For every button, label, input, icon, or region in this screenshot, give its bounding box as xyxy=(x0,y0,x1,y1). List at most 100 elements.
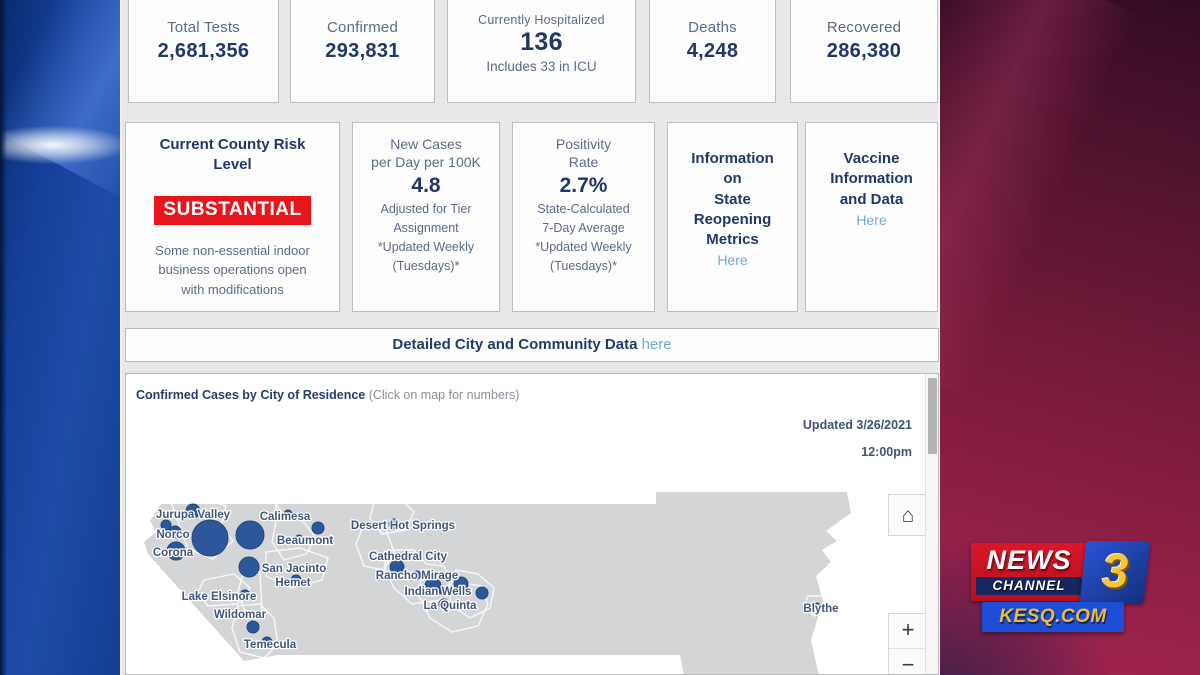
city-label: Norco xyxy=(156,529,189,541)
city-label: San Jacinto xyxy=(262,563,327,575)
kesq-station-logo: NEWS CHANNEL 3 KESQ.COM xyxy=(965,535,1165,640)
map-zoom-controls: + − xyxy=(888,613,928,675)
card-vaccine-info: Vaccine Information and Data Here xyxy=(805,122,938,312)
logo-channel-text: CHANNEL xyxy=(976,577,1082,595)
channel-number: 3 xyxy=(1102,544,1129,597)
city-label: Lake Elsinore xyxy=(182,591,257,603)
city-label: Beaumont xyxy=(277,535,333,547)
station-website: KESQ.COM xyxy=(982,602,1124,632)
stat-label: Deaths xyxy=(688,19,737,36)
map-title: Confirmed Cases by City of Residence xyxy=(136,388,366,402)
case-bubble[interactable] xyxy=(290,574,302,586)
case-bubble[interactable] xyxy=(812,602,822,612)
reopening-metrics-link[interactable]: Here xyxy=(717,252,748,269)
city-label: Blythe xyxy=(803,603,838,615)
case-bubble[interactable] xyxy=(283,509,293,519)
case-bubbles[interactable] xyxy=(160,503,822,648)
stat-label: Total Tests xyxy=(167,19,240,36)
case-bubble[interactable] xyxy=(160,519,172,531)
city-label: Jurupa Valley xyxy=(156,509,231,521)
county-map[interactable]: Jurupa Valley Norco Corona Calimesa Beaumont… xyxy=(126,374,939,675)
city-label: Indian Wells xyxy=(405,586,472,598)
case-bubble[interactable] xyxy=(191,519,229,557)
stat-card-confirmed: Confirmed 293,831 xyxy=(290,0,435,103)
stat-value: 286,380 xyxy=(826,40,902,62)
city-labels: Jurupa Valley Norco Corona Calimesa Beaumont… xyxy=(152,508,840,653)
case-bubble[interactable] xyxy=(389,559,405,575)
stat-value: 136 xyxy=(520,28,563,56)
channel-number-box: 3 xyxy=(1079,541,1151,603)
card-title: Information on State Reopening Metrics xyxy=(691,150,774,248)
risk-level-badge: SUBSTANTIAL xyxy=(154,195,311,225)
case-bubble[interactable] xyxy=(438,598,450,610)
city-label: Rancho Mirage xyxy=(376,570,458,582)
city-label: Desert Hot Springs xyxy=(351,520,455,532)
zoom-in-button[interactable]: + xyxy=(889,614,927,649)
city-label: Calimesa xyxy=(260,511,311,523)
card-reopening-metrics: Information on State Reopening Metrics H… xyxy=(667,122,798,312)
case-bubble[interactable] xyxy=(311,521,325,535)
map-panel: Jurupa Valley Norco Corona Calimesa Beaumont… xyxy=(125,373,939,675)
vaccine-info-link[interactable]: Here xyxy=(856,211,887,228)
new-cases-value: 4.8 xyxy=(411,174,441,198)
map-header: Confirmed Cases by City of Residence (Cl… xyxy=(136,388,519,402)
card-positivity-rate: Positivity Rate 2.7% State-Calculated 7-… xyxy=(512,122,655,312)
card-note: Adjusted for Tier Assignment *Updated We… xyxy=(377,202,475,273)
background-sheen xyxy=(940,0,1138,399)
card-new-cases: New Cases per Day per 100K 4.8 Adjusted … xyxy=(352,122,500,312)
county-silhouette xyxy=(144,492,851,674)
background-light-streak xyxy=(0,126,120,164)
case-bubble[interactable] xyxy=(239,589,251,601)
news-channel-box: NEWS CHANNEL xyxy=(971,543,1087,601)
stat-card-hospitalized: Currently Hospitalized 136 Includes 33 i… xyxy=(447,0,636,103)
case-bubble[interactable] xyxy=(168,525,182,539)
stat-label: Confirmed xyxy=(327,19,398,36)
risk-description: Some non-essential indoor business opera… xyxy=(155,242,310,297)
case-bubble[interactable] xyxy=(185,503,201,519)
case-bubble[interactable] xyxy=(475,586,489,600)
map-subtitle: (Click on map for numbers) xyxy=(365,388,520,402)
city-label: Corona xyxy=(153,547,194,559)
case-bubble[interactable] xyxy=(437,585,447,595)
city-label: Cathedral City xyxy=(369,551,448,563)
case-bubble[interactable] xyxy=(235,520,265,550)
stat-label: Currently Hospitalized xyxy=(478,13,605,27)
studio-background-left xyxy=(0,0,120,675)
background-sheen xyxy=(0,0,120,203)
map-updated-timestamp: Updated 3/26/2021 12:00pm xyxy=(803,412,912,466)
stat-subtext: Includes 33 in ICU xyxy=(486,59,597,74)
positivity-value: 2.7% xyxy=(559,174,608,198)
covid-dashboard: Total Tests 2,681,356 Confirmed 293,831 … xyxy=(120,0,940,675)
card-title: New Cases per Day per 100K xyxy=(371,136,481,171)
stat-value: 2,681,356 xyxy=(157,40,250,62)
city-label: Wildomar xyxy=(214,609,267,621)
stat-label: Recovered xyxy=(826,19,902,36)
stat-card-total-tests: Total Tests 2,681,356 xyxy=(128,0,279,103)
zoom-out-button[interactable]: − xyxy=(901,651,915,675)
case-bubble[interactable] xyxy=(261,636,273,648)
updated-time: 12:00pm xyxy=(861,445,912,459)
city-label: Hemet xyxy=(275,577,310,589)
background-edge-shadow xyxy=(0,0,7,675)
case-bubble[interactable] xyxy=(238,556,260,578)
stat-card-deaths: Deaths 4,248 xyxy=(649,0,776,103)
panel-scrollbar[interactable] xyxy=(925,374,938,674)
home-icon: ⌂ xyxy=(901,504,915,527)
map-home-button[interactable]: ⌂ xyxy=(888,494,928,536)
case-bubble[interactable] xyxy=(453,576,469,592)
banner-link[interactable]: here xyxy=(641,336,672,353)
card-title: Current County Risk Level xyxy=(159,136,306,174)
case-bubble[interactable] xyxy=(294,534,304,544)
case-bubble[interactable] xyxy=(166,541,186,561)
banner-text: Detailed City and Community Data xyxy=(392,336,638,353)
case-bubble[interactable] xyxy=(412,570,422,580)
stat-value: 4,248 xyxy=(686,40,739,62)
city-label: La Quinta xyxy=(423,600,477,612)
card-note: State-Calculated 7-Day Average *Updated … xyxy=(535,202,632,273)
case-bubble[interactable] xyxy=(388,518,400,530)
case-bubble[interactable] xyxy=(246,620,260,634)
stat-value: 293,831 xyxy=(325,40,400,62)
scrollbar-thumb[interactable] xyxy=(928,378,937,454)
city-boundaries xyxy=(170,497,831,659)
